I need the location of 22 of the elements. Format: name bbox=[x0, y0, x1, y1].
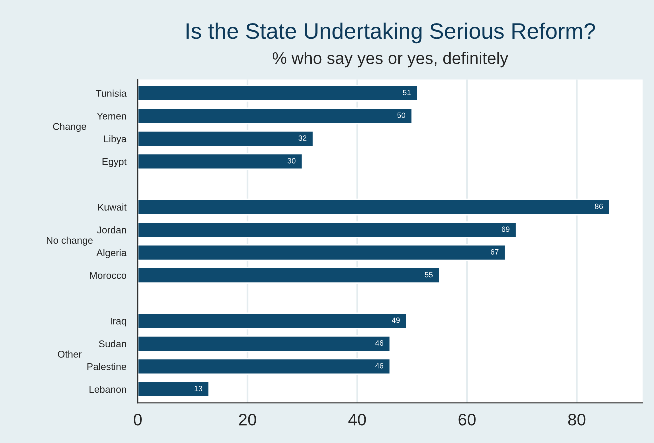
chart-title: Is the State Undertaking Serious Reform? bbox=[186, 22, 596, 44]
y-tick-label: Jordan bbox=[97, 226, 126, 234]
y-tick-label: Sudan bbox=[99, 340, 126, 348]
text: Other bbox=[58, 350, 82, 358]
x-tick-label: 80 bbox=[568, 414, 586, 426]
y-tick-label: Egypt bbox=[102, 158, 127, 168]
y-tick-label: Morocco bbox=[90, 272, 126, 280]
x-tick-label: 20 bbox=[239, 414, 256, 426]
x-tick-label: 0 bbox=[134, 414, 142, 426]
x-tick-label: 40 bbox=[348, 414, 366, 426]
y-tick-label: Tunisia bbox=[96, 90, 127, 98]
y-tick-label: Kuwait bbox=[98, 204, 127, 211]
y-tick-label: Yemen bbox=[97, 113, 126, 120]
y-tick-label: Lebanon bbox=[90, 386, 126, 394]
text: No change bbox=[47, 236, 93, 246]
text: Change bbox=[53, 123, 86, 132]
y-tick-label: Libya bbox=[104, 135, 127, 144]
y-tick-label: Palestine bbox=[88, 363, 126, 370]
x-tick-label: 60 bbox=[458, 414, 476, 426]
y-tick-label: Iraq bbox=[111, 318, 126, 327]
chart-subtitle: % who say yes or yes, definitely bbox=[272, 52, 509, 68]
y-tick-label: Algeria bbox=[96, 249, 127, 258]
